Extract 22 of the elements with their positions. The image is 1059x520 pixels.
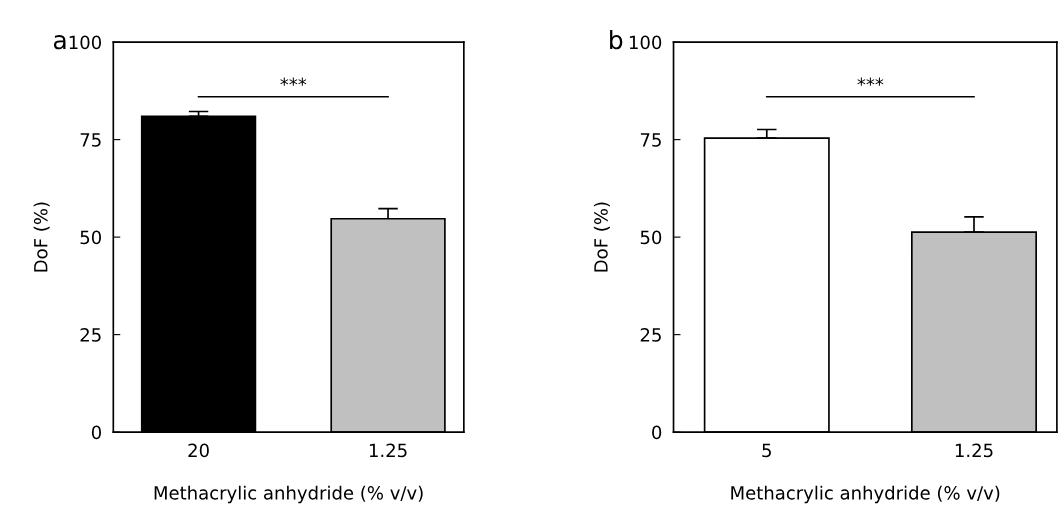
y-tick-label: 100 (629, 35, 662, 50)
x-tick-label: 20 (188, 443, 209, 458)
x-axis-title: Methacrylic anhydride (% v/v) (154, 485, 423, 504)
annotation: *** (280, 77, 307, 86)
x-tick-label: 1.25 (955, 443, 993, 458)
x-tick-label: 1.25 (369, 443, 407, 458)
annotation: *** (857, 77, 884, 86)
y-tick-label: 50 (640, 230, 662, 245)
y-tick-label: 0 (652, 425, 662, 440)
y-axis-title: DoF (%) (33, 202, 50, 272)
y-tick-label: 75 (80, 133, 101, 147)
x-axis-title: Methacrylic anhydride (% v/v) (731, 485, 1000, 504)
y-tick-label: 100 (69, 35, 101, 50)
x-tick-label: 5 (762, 443, 771, 458)
y-tick-label: 0 (91, 425, 101, 440)
text: b (610, 30, 623, 50)
y-tick-label: 75 (640, 133, 661, 147)
y-tick-label: 50 (80, 230, 101, 245)
text: a (53, 35, 66, 50)
y-tick-label: 25 (640, 328, 661, 342)
y-tick-label: 25 (80, 328, 101, 342)
y-axis-title: DoF (%) (593, 202, 610, 272)
